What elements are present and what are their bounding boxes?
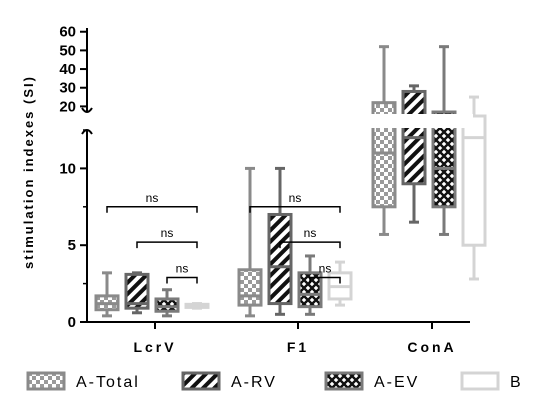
axis-break-gap: [90, 114, 473, 128]
y-tick-label: 40: [59, 61, 76, 78]
significance-bracket: [309, 276, 341, 284]
box-iqr: [154, 297, 180, 313]
significance-bracket: [249, 206, 341, 213]
significance-label: ns: [289, 191, 302, 205]
box-a-total-lcrv: [94, 271, 120, 318]
axis-break-mark: [81, 107, 93, 113]
y-tick-label: 20: [59, 98, 76, 115]
box-a-total-f1: [237, 166, 263, 318]
legend-item-a-rv: A-RV: [181, 371, 277, 391]
significance-bracket: [106, 206, 198, 213]
y-tick-label: 10: [59, 160, 76, 177]
y-tick-label: 60: [59, 24, 76, 41]
box-iqr: [124, 272, 150, 310]
y-tick-label: 0: [68, 314, 76, 331]
box-b-f1: [327, 260, 353, 307]
significance-bracket: [166, 276, 198, 284]
significance-bracket: [136, 241, 198, 249]
x-tick-label: ConA: [407, 339, 456, 355]
legend-swatch: [460, 371, 500, 391]
box-b-cona: [461, 95, 487, 281]
legend-item-b: B: [460, 371, 523, 391]
box-a-rv-lcrv: [124, 271, 150, 315]
box-iqr: [237, 268, 263, 307]
box-a-rv-cona: [401, 84, 427, 224]
box-b-lcrv: [184, 302, 210, 310]
legend-item-a-ev: A-EV: [324, 371, 419, 391]
x-tick-label: F1: [287, 339, 309, 355]
x-tick-label: LcrV: [133, 339, 176, 355]
box-iqr: [461, 114, 487, 247]
legend: A-Total A-RV A-EV B: [26, 371, 523, 391]
significance-label: ns: [319, 261, 332, 275]
legend-swatch: [324, 371, 364, 391]
box-a-rv-f1: [267, 166, 293, 316]
legend-item-a-total: A-Total: [26, 371, 140, 391]
box-a-ev-f1: [297, 254, 323, 316]
box-iqr: [371, 101, 397, 209]
y-axis-label: stimulation indexes (SI): [21, 75, 36, 269]
box-iqr: [431, 110, 457, 209]
y-tick-label: 5: [68, 237, 76, 254]
box-iqr: [267, 212, 293, 306]
significance-label: ns: [146, 191, 159, 205]
significance-label: ns: [176, 261, 189, 275]
box-series: [90, 45, 487, 318]
significance-bracket: [279, 241, 341, 249]
box-a-ev-lcrv: [154, 288, 180, 318]
box-iqr: [297, 271, 323, 309]
significance-label: ns: [161, 226, 174, 240]
legend-swatch: [26, 371, 66, 391]
legend-label: B: [510, 374, 523, 391]
box-a-total-cona: [371, 45, 397, 236]
legend-label: A-Total: [76, 374, 140, 391]
legend-swatch: [181, 371, 221, 391]
legend-label: A-RV: [231, 374, 277, 391]
legend-label: A-EV: [374, 374, 419, 391]
y-tick-label: 30: [59, 80, 76, 97]
y-tick-label: 50: [59, 42, 76, 59]
significance-annotations: ns ns ns ns ns ns: [106, 191, 341, 284]
box-a-ev-cona: [431, 45, 457, 236]
significance-label: ns: [304, 226, 317, 240]
